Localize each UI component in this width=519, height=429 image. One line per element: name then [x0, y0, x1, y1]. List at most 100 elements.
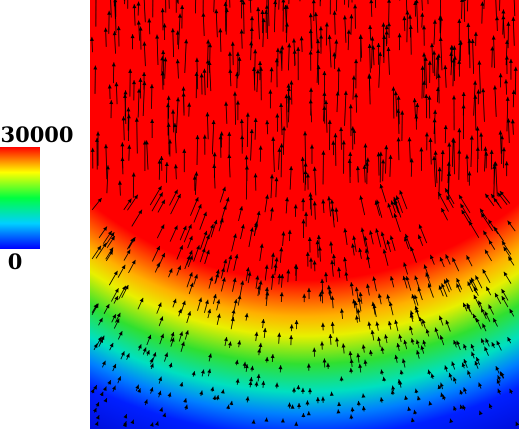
vector-arrow-head: [161, 199, 165, 205]
vector-arrow-head: [399, 190, 404, 195]
vector-arrow-head: [471, 351, 475, 357]
vector-arrow: [478, 60, 481, 94]
vector-arrow-head: [300, 156, 305, 161]
vector-arrow-head: [138, 26, 143, 31]
vector-arrow-head: [184, 330, 189, 335]
vector-arrow-head: [481, 308, 485, 313]
vector-arrow-head: [315, 39, 320, 44]
vector-arrow-head: [343, 90, 348, 95]
vector-arrow-head: [361, 405, 366, 411]
vector-arrow-head: [413, 0, 418, 5]
vector-arrow-head: [249, 16, 254, 21]
vector-arrow-head: [312, 201, 317, 206]
vector-arrow-head: [422, 25, 427, 30]
vector-arrow-head: [496, 340, 501, 346]
vector-arrow-head: [163, 57, 168, 62]
vector-arrow-head: [205, 249, 210, 255]
vector-arrow-head: [175, 97, 180, 102]
vector-arrow-head: [235, 100, 240, 105]
vector-arrow: [467, 0, 469, 12]
vector-arrow-head: [398, 380, 403, 385]
vector-arrow-head: [353, 4, 358, 9]
vector-arrow-head: [501, 240, 506, 246]
vector-arrow-head: [477, 60, 482, 65]
vector-arrow-head: [173, 225, 178, 230]
vector-arrow-head: [416, 350, 420, 355]
vector-arrow-head: [212, 395, 217, 400]
vector-arrow: [435, 150, 438, 184]
vector-arrow-head: [279, 102, 284, 108]
vector-arrow-head: [394, 354, 399, 360]
vector-arrow-head: [123, 93, 128, 98]
vector-arrow-head: [274, 177, 279, 182]
vector-arrow-head: [316, 234, 321, 240]
vector-arrow-head: [321, 322, 325, 327]
vector-arrow-head: [142, 41, 147, 46]
vector-arrow-head: [428, 137, 433, 142]
vector-arrow: [282, 126, 285, 155]
vector-arrow-head: [233, 299, 238, 304]
vector-arrow-head: [131, 237, 136, 242]
vector-arrow-head: [237, 295, 242, 300]
vector-arrow-head: [440, 150, 445, 155]
vector-arrow-head: [403, 237, 408, 242]
vector-arrow-head: [312, 260, 317, 265]
vector-arrow-head: [197, 204, 202, 209]
vector-arrow-head: [356, 308, 361, 313]
vector-arrow-head: [389, 276, 394, 281]
vector-arrow-head: [250, 365, 255, 371]
vector-arrow-head: [354, 59, 359, 64]
vector-arrow-head: [147, 18, 152, 23]
vector-arrow-head: [196, 245, 200, 250]
vector-arrow-head: [377, 336, 382, 342]
vector-arrow-head: [103, 398, 108, 403]
vector-arrow-head: [503, 246, 508, 252]
vector-arrow-head: [247, 271, 252, 276]
vector-arrow-head: [376, 152, 381, 157]
vector-arrow-head: [134, 117, 139, 122]
vector-arrow-head: [205, 234, 210, 240]
vector-arrow-head: [427, 60, 432, 65]
vector-arrow-head: [447, 142, 452, 147]
vector-arrow-head: [380, 231, 385, 237]
vector-arrow-head: [184, 39, 189, 44]
vector-arrow-head: [181, 92, 186, 97]
vector-arrow-head: [320, 341, 325, 346]
vector-arrow-head: [105, 165, 110, 170]
vector-arrow-head: [216, 299, 221, 304]
vector-arrow-head: [441, 208, 445, 213]
vector-arrow-head: [363, 236, 368, 241]
vector-arrow-head: [435, 87, 440, 92]
vector-arrow-head: [167, 392, 172, 397]
vector-arrow-head: [123, 90, 128, 95]
vector-arrow-head: [352, 299, 357, 304]
vector-arrow-head: [361, 344, 366, 349]
vector-arrow-head: [123, 421, 127, 426]
vector-arrow-head: [189, 235, 193, 241]
vector-arrow-head: [495, 366, 500, 371]
vector-arrow-head: [227, 154, 232, 159]
vector-arrow-head: [210, 224, 214, 229]
vector-arrow-head: [339, 376, 344, 381]
vector-arrow-head: [399, 369, 404, 375]
vector-arrow-head: [227, 341, 232, 346]
vector-arrow-head: [305, 251, 310, 256]
vector-arrow: [273, 0, 276, 33]
vector-arrow-head: [249, 41, 254, 46]
vector-arrow-head: [232, 277, 237, 283]
vector-arrow-head: [457, 128, 462, 133]
vector-arrow-head: [497, 388, 502, 394]
vector-arrow-head: [438, 315, 443, 321]
vector-arrow-head: [114, 295, 119, 301]
vector-arrow: [440, 36, 443, 71]
vector-arrow-head: [280, 45, 285, 50]
vector-arrow-head: [324, 100, 329, 105]
vector-arrow: [267, 0, 270, 27]
vector-arrow-head: [324, 272, 329, 277]
vector-arrow-head: [277, 332, 282, 337]
vector-arrow-head: [312, 166, 317, 171]
vector-arrow-head: [322, 91, 327, 96]
vector-arrow-head: [264, 264, 269, 269]
vector-arrow-head: [301, 412, 306, 417]
vector-arrow-head: [142, 347, 147, 352]
